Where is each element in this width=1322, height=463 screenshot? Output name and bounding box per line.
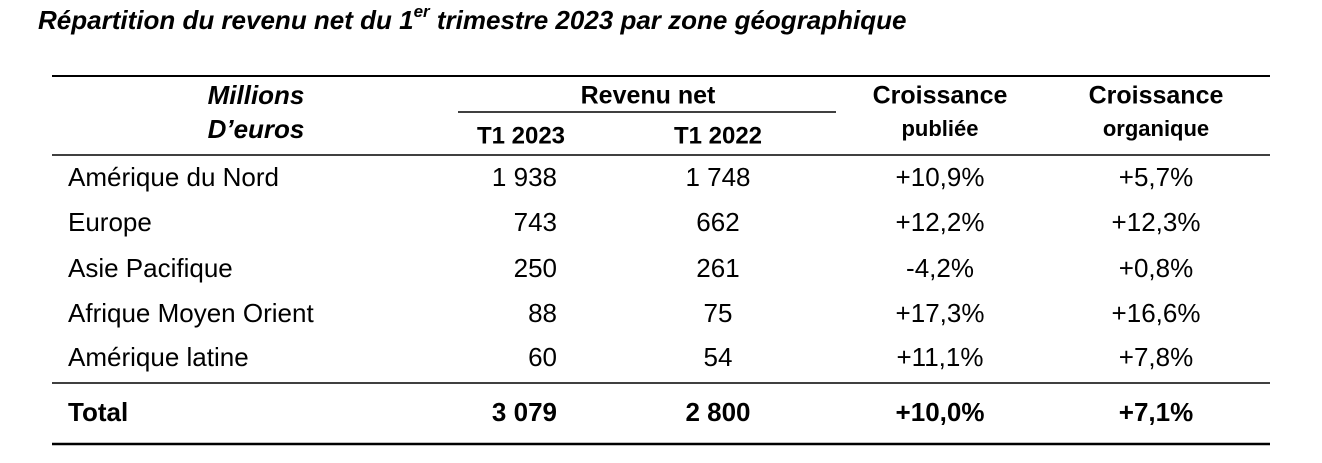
total-cell: +10,0% — [896, 397, 985, 427]
title-text: trimestre 2023 par zone géographique — [430, 5, 907, 35]
cell: 75 — [704, 298, 733, 328]
total-label: Total — [68, 397, 128, 427]
cell: +12,3% — [1112, 207, 1201, 237]
header-growth: publiée — [901, 116, 978, 141]
header-column: T1 2022 — [674, 122, 762, 149]
cell: 743 — [514, 207, 557, 237]
total-cell: +7,1% — [1119, 397, 1193, 427]
cell: 261 — [696, 253, 739, 283]
cell: +16,6% — [1112, 298, 1201, 328]
header-group: Revenu net — [581, 82, 716, 110]
cell: -4,2% — [906, 253, 974, 283]
cell: +11,1% — [897, 342, 984, 372]
header-label: Millions — [208, 80, 305, 110]
total-cell: 2 800 — [685, 397, 750, 427]
cell: 54 — [704, 342, 733, 372]
cell: +5,7% — [1119, 162, 1193, 192]
title-superscript: er — [414, 2, 431, 21]
title: Répartition du revenu net du 1er trimest… — [38, 2, 906, 34]
header-growth: Croissance — [1089, 82, 1224, 110]
cell: 88 — [528, 298, 557, 328]
header-growth: Croissance — [873, 82, 1008, 110]
row-label: Afrique Moyen Orient — [68, 298, 314, 328]
total-cell: 3 079 — [492, 397, 557, 427]
cell: +0,8% — [1119, 253, 1193, 283]
cell: 1 748 — [685, 162, 750, 192]
row-label: Europe — [68, 207, 152, 237]
row-label: Asie Pacifique — [68, 253, 233, 283]
cell: 1 938 — [492, 162, 557, 192]
cell: 662 — [696, 207, 739, 237]
header-column: T1 2023 — [477, 122, 565, 149]
cell: +17,3% — [896, 298, 985, 328]
title-text: Répartition du revenu net du 1 — [38, 5, 414, 35]
header-growth: organique — [1103, 116, 1209, 141]
header-label: D’euros — [208, 114, 305, 144]
cell: +12,2% — [896, 207, 985, 237]
cell: +10,9% — [896, 162, 985, 192]
row-label: Amérique du Nord — [68, 162, 279, 192]
cell: 60 — [528, 342, 557, 372]
cell: +7,8% — [1119, 342, 1193, 372]
cell: 250 — [514, 253, 557, 283]
row-label: Amérique latine — [68, 342, 249, 372]
